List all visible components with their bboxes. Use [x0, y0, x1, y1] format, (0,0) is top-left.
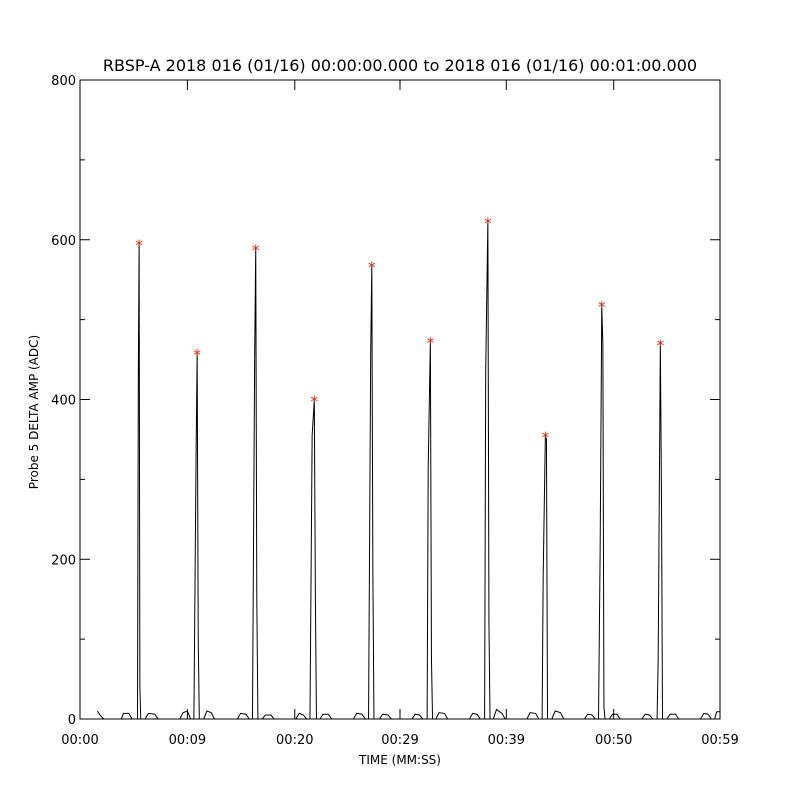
- x-tick-label: 00:09: [169, 733, 206, 748]
- y-tick-label: 600: [51, 234, 76, 249]
- peak-marker: *: [427, 334, 435, 352]
- x-tick-label: 00:20: [276, 733, 313, 748]
- y-axis: 0 200 400 600 800: [51, 74, 720, 728]
- x-axis: 00:00 00:09 00:20 00:29 00:39 00:50 00:59: [61, 80, 739, 748]
- peak-marker: *: [598, 298, 606, 316]
- x-tick-label: 00:29: [381, 733, 418, 748]
- y-axis-label: Probe 5 DELTA AMP (ADC): [27, 335, 41, 489]
- series-layer: [96, 221, 720, 720]
- peak-markers: * * * * * * * * * *: [135, 214, 664, 446]
- y-tick-label: 400: [51, 394, 76, 409]
- chart-title: RBSP-A 2018 016 (01/16) 00:00:00.000 to …: [103, 56, 697, 75]
- x-tick-label: 00:00: [61, 733, 98, 748]
- y-tick-label: 200: [51, 553, 76, 568]
- peak-marker: *: [657, 337, 665, 355]
- plot-frame: [79, 79, 721, 720]
- peak-marker: *: [311, 393, 319, 411]
- peak-marker: *: [542, 428, 550, 446]
- peak-marker: *: [484, 214, 492, 232]
- y-tick-label: 0: [68, 713, 76, 728]
- y-tick-label: 800: [51, 74, 76, 89]
- peak-marker: *: [135, 237, 143, 255]
- series-line: [96, 221, 720, 720]
- x-tick-label: 00:50: [595, 733, 632, 748]
- peak-marker: *: [193, 346, 201, 364]
- x-tick-label: 00:59: [701, 733, 738, 748]
- peak-marker: *: [368, 258, 376, 276]
- x-axis-label: TIME (MM:SS): [358, 753, 441, 767]
- peak-marker: *: [252, 242, 260, 260]
- x-tick-label: 00:39: [488, 733, 525, 748]
